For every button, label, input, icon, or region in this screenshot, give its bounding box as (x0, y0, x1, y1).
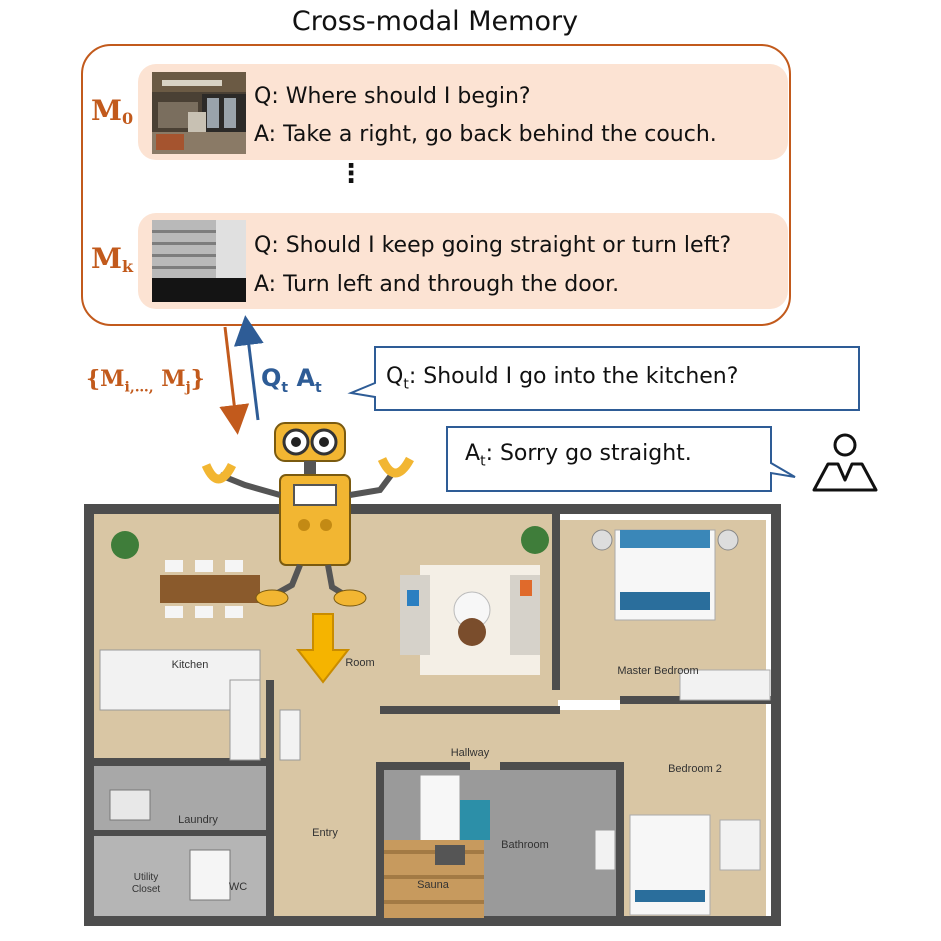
room-label-bedroom-2: Bedroom 2 (668, 763, 722, 775)
down-arrow-icon (296, 613, 350, 684)
room-label-hallway: Hallway (451, 747, 490, 759)
user-icon (812, 433, 878, 492)
qa-update-label: Qt At (261, 364, 322, 396)
agent-question-text: Qt: Should I go into the kitchen? (386, 364, 739, 393)
diagram-title: Cross-modal Memory (291, 6, 579, 37)
room-label-wc: WC (229, 881, 247, 893)
room-label-entry: Entry (312, 827, 338, 839)
robot-icon (201, 422, 414, 607)
hallway-photo-thumbnail (152, 220, 246, 302)
retrieved-memories-label: {Mi,…, Mj} (86, 366, 205, 396)
room-label-master-bedroom: Master Bedroom (617, 665, 698, 677)
room-label-room: Room (345, 657, 374, 669)
memory-answer-mk: A: Turn left and through the door. (254, 272, 620, 297)
question-bubble-shape (347, 346, 860, 411)
floor-plan: Kitchen Room Master Bedroom Hallway Bedr… (80, 500, 785, 930)
memory-label-m0: M0 (91, 94, 134, 128)
room-label-utility-closet: Utility Closet (132, 872, 161, 895)
kitchen-photo-thumbnail (152, 72, 246, 154)
room-label-laundry: Laundry (178, 814, 218, 826)
memory-question-m0: Q: Where should I begin? (254, 84, 531, 109)
room-label-sauna: Sauna (417, 879, 450, 891)
memory-entry-mk: Q: Should I keep going straight or turn … (138, 213, 788, 309)
memory-question-mk: Q: Should I keep going straight or turn … (254, 233, 732, 258)
memory-answer-m0: A: Take a right, go back behind the couc… (254, 122, 717, 147)
update-arrow (233, 315, 264, 421)
cross-modal-memory-box (81, 44, 791, 326)
retrieve-arrow (219, 326, 250, 435)
oracle-answer-text: At: Sorry go straight. (465, 441, 692, 470)
memory-entry-m0: Q: Where should I begin? A: Take a right… (138, 64, 788, 160)
answer-bubble-shape (446, 426, 796, 492)
room-label-kitchen: Kitchen (172, 659, 209, 671)
memory-label-mk: Mk (91, 242, 134, 276)
room-label-bathroom: Bathroom (501, 839, 549, 851)
